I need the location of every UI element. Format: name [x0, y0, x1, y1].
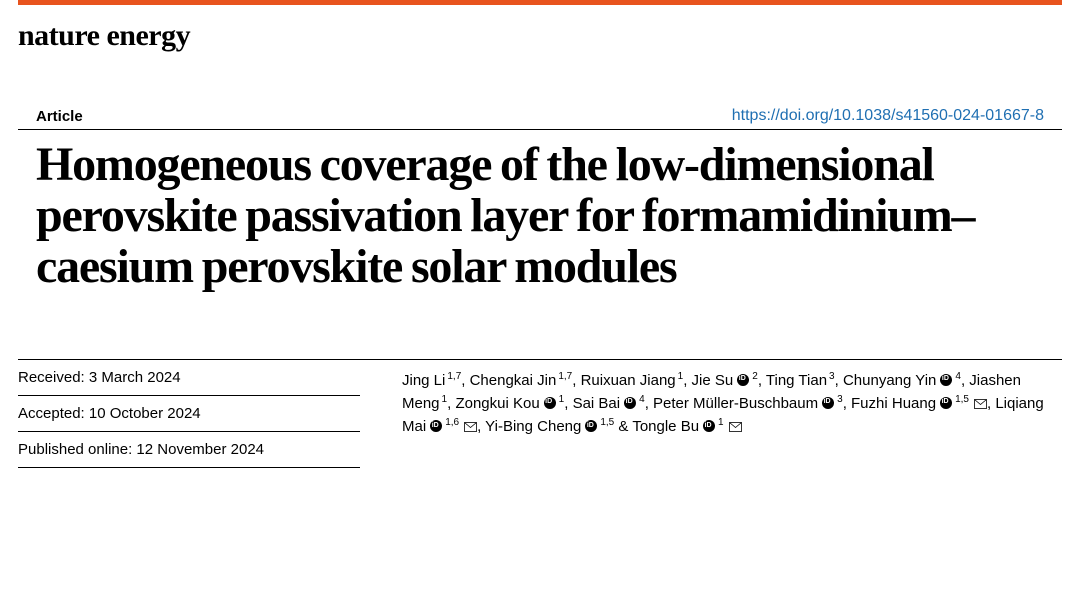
- journal-name: nature energy: [0, 5, 1080, 59]
- orcid-icon: [822, 397, 834, 409]
- orcid-icon: [430, 420, 442, 432]
- article-type: Article: [36, 108, 83, 125]
- received-date: Received: 3 March 2024: [18, 360, 360, 396]
- orcid-icon: [544, 397, 556, 409]
- orcid-icon: [585, 420, 597, 432]
- orcid-icon: [940, 397, 952, 409]
- authors-list: Jing Li 1,7, Chengkai Jin 1,7, Ruixuan J…: [360, 360, 1062, 468]
- orcid-icon: [737, 374, 749, 386]
- published-date: Published online: 12 November 2024: [18, 432, 360, 468]
- lower-block: Received: 3 March 2024 Accepted: 10 Octo…: [18, 359, 1062, 468]
- accepted-date: Accepted: 10 October 2024: [18, 396, 360, 432]
- doi-link[interactable]: https://doi.org/10.1038/s41560-024-01667…: [732, 107, 1044, 125]
- dates-column: Received: 3 March 2024 Accepted: 10 Octo…: [18, 360, 360, 468]
- meta-row: Article https://doi.org/10.1038/s41560-0…: [18, 59, 1062, 130]
- orcid-icon: [703, 420, 715, 432]
- orcid-icon: [940, 374, 952, 386]
- article-title: Homogeneous coverage of the low-dimensio…: [18, 130, 1062, 293]
- orcid-icon: [624, 397, 636, 409]
